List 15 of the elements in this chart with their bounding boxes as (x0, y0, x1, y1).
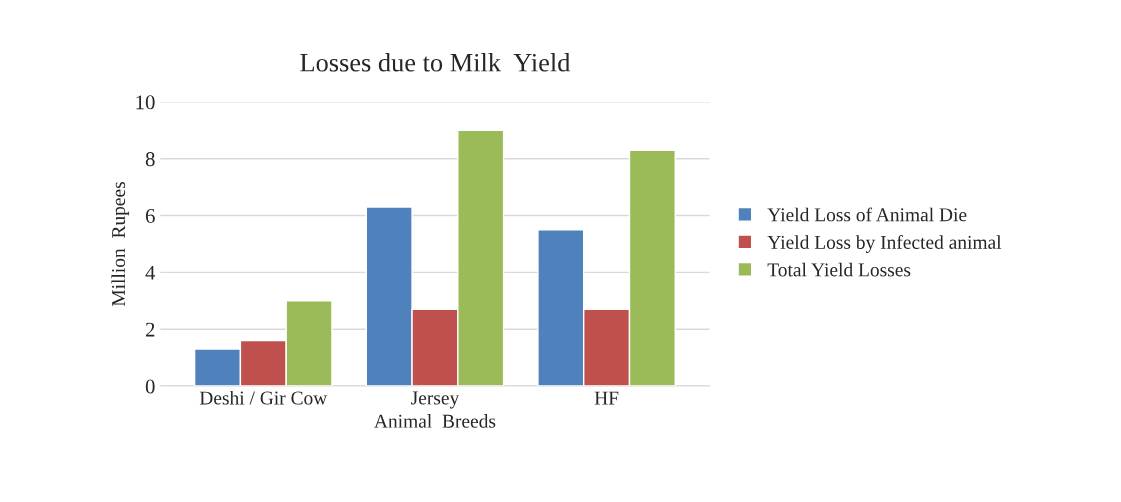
y-tick-label: 8 (145, 152, 155, 167)
x-axis-title: Animal Breeds (374, 414, 496, 428)
chart-title: Losses due to Milk Yield (300, 53, 571, 72)
y-tick-label: 0 (145, 379, 155, 394)
y-axis-title: Million Rupees (111, 182, 130, 307)
x-tick-label: Jersey (411, 391, 460, 409)
y-tick-label: 4 (145, 265, 156, 280)
y-tick-label: 2 (145, 322, 155, 337)
legend-label: Total Yield Losses (767, 262, 911, 277)
y-tick-label: 10 (136, 95, 155, 110)
legend-label: Yield Loss of Animal Die (767, 207, 967, 222)
y-tick-label: 6 (145, 208, 155, 223)
x-tick-label: HF (594, 391, 619, 405)
x-tick-label: Deshi / Gir Cow (199, 390, 328, 405)
legend-label: Yield Loss by Infected animal (767, 235, 1002, 253)
